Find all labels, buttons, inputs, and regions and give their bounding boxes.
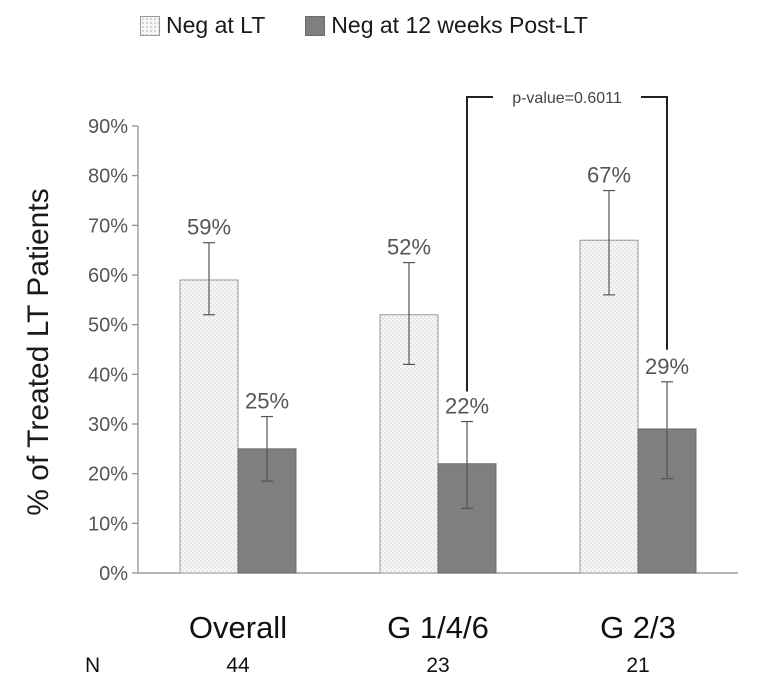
y-tick-label: 50% [88,315,128,337]
y-tick-label: 70% [88,215,128,237]
data-label: 59% [187,215,231,240]
y-tick-label: 30% [88,414,128,436]
y-tick-label: 20% [88,464,128,486]
legend-label-neg-post-lt: Neg at 12 weeks Post-LT [331,12,588,38]
y-tick-label: 80% [88,166,128,188]
data-label: 52% [387,235,431,260]
data-label: 29% [645,354,689,379]
category-label: G 1/4/6 [387,610,489,645]
legend: Neg at LT Neg at 12 weeks Post-LT [140,12,588,39]
legend-item-neg-post-lt: Neg at 12 weeks Post-LT [305,12,588,39]
data-label: 67% [587,163,631,188]
annotation-background [493,86,641,108]
y-tick-label: 60% [88,265,128,287]
y-tick-label: 10% [88,513,128,535]
legend-label-neg-at-lt: Neg at LT [166,12,266,38]
p-value-annotation: p-value=0.6011 [512,90,622,107]
y-tick-label: 0% [99,563,128,585]
n-row-label: N [85,654,100,677]
category-label: G 2/3 [600,610,676,645]
y-tick-label: 90% [88,116,128,138]
data-label: 25% [245,389,289,414]
category-label: Overall [189,610,287,645]
legend-swatch-dark [305,15,326,36]
legend-swatch-light [140,15,160,36]
bar [579,239,639,574]
n-value: 44 [226,654,250,677]
data-label: 22% [445,394,489,419]
n-value: 23 [426,654,449,677]
y-axis-title: % of Treated LT Patients [22,188,55,515]
legend-item-neg-at-lt: Neg at LT [140,12,265,39]
y-tick-label: 40% [88,364,128,386]
bar [179,279,239,574]
n-value: 21 [626,654,649,677]
